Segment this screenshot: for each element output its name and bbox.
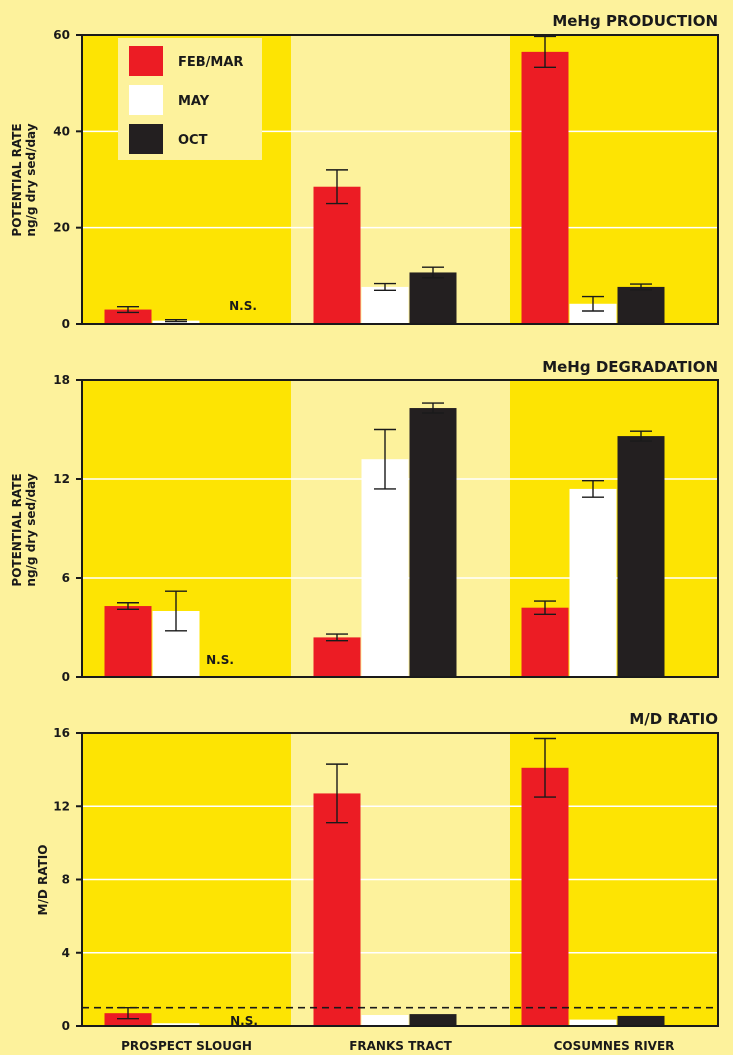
bar-oct — [617, 286, 665, 324]
bar-may — [569, 488, 617, 677]
legend-swatch-feb-mar — [129, 46, 163, 76]
y-tick-label: 6 — [62, 571, 70, 585]
error-bar — [422, 402, 444, 414]
bar-feb-mar — [313, 793, 361, 1026]
error-bar — [630, 430, 652, 442]
bar-oct — [409, 1014, 457, 1026]
error-bar — [422, 266, 444, 279]
bar-feb-mar — [313, 637, 361, 677]
error-bar — [326, 763, 348, 824]
bar-may — [569, 1019, 617, 1026]
bar-may — [152, 1023, 200, 1026]
y-axis-label: POTENTIAL RATEng/g dry sed/day — [10, 123, 38, 236]
error-bar — [534, 737, 556, 798]
y-tick-label: 0 — [62, 670, 70, 684]
error-bar — [165, 590, 187, 632]
not-significant-label: N.S. — [230, 1014, 258, 1028]
y-tick-label: 16 — [53, 726, 70, 740]
legend-label: OCT — [178, 133, 208, 148]
bar-feb-mar — [104, 309, 152, 324]
bar-feb-mar — [104, 1013, 152, 1026]
bar-may — [569, 303, 617, 324]
error-bar — [165, 318, 187, 323]
bar-feb-mar — [521, 607, 569, 677]
x-category-label: PROSPECT SLOUGH — [121, 1039, 252, 1053]
panel-3: 0 4 8 12 16 M/D RATIO M/D RATIO N.S. PROSPECT SL… — [36, 710, 719, 1053]
bar-oct — [409, 272, 457, 324]
x-category-label: COSUMNES RIVER — [554, 1039, 675, 1053]
chart-title: M/D RATIO — [629, 710, 718, 728]
y-tick-label: 18 — [53, 373, 70, 387]
error-bar — [534, 35, 556, 68]
y-tick-label: 40 — [53, 124, 70, 138]
bar-may — [361, 1015, 409, 1026]
x-category-label: FRANKS TRACT — [349, 1039, 452, 1053]
bar-feb-mar — [521, 51, 569, 324]
plot-frame — [81, 34, 719, 325]
plot-frame — [81, 379, 719, 678]
y-tick-label: 12 — [53, 799, 70, 813]
y-axis-label: M/D RATIO — [36, 845, 50, 916]
y-axis-label-line: ng/g dry sed/day — [24, 473, 38, 586]
error-bar — [117, 602, 139, 611]
bar-oct — [617, 436, 665, 677]
bar-oct — [617, 1015, 665, 1026]
error-bar — [374, 282, 396, 291]
error-bar — [582, 479, 604, 498]
y-tick-label: 8 — [62, 873, 70, 887]
y-tick-label: 60 — [53, 28, 70, 42]
error-bar — [630, 283, 652, 291]
error-bar — [117, 305, 139, 314]
error-bar — [326, 169, 348, 205]
y-tick-label: 20 — [53, 221, 70, 235]
legend: FEB/MAR MAY OCT — [118, 38, 262, 160]
bar-oct — [409, 408, 457, 677]
chart-title: MeHg DEGRADATION — [542, 358, 718, 376]
error-bar — [582, 295, 604, 312]
error-bar — [326, 633, 348, 642]
bar-may — [152, 320, 200, 324]
y-tick-label: 4 — [62, 946, 70, 960]
y-axis-label-line: POTENTIAL RATE — [10, 123, 24, 236]
not-significant-label: N.S. — [229, 299, 257, 313]
y-tick-label: 12 — [53, 472, 70, 486]
chart-title: MeHg PRODUCTION — [552, 12, 718, 30]
legend-swatch-may — [129, 85, 163, 115]
y-axis-label: POTENTIAL RATEng/g dry sed/day — [10, 473, 38, 586]
y-axis-label-line: M/D RATIO — [36, 845, 50, 916]
bar-feb-mar — [521, 767, 569, 1026]
y-axis-label-line: ng/g dry sed/day — [24, 123, 38, 236]
error-bar — [374, 428, 396, 490]
legend-label: MAY — [178, 94, 210, 109]
not-significant-label: N.S. — [206, 653, 234, 667]
panel-1: 0 20 40 60 MeHg PRODUCTION POTENTIAL RATEng/g… — [10, 12, 719, 331]
error-bar — [534, 600, 556, 615]
bar-may — [361, 459, 409, 677]
legend-label: FEB/MAR — [178, 55, 243, 70]
panel-2: 0 6 12 18 MeHg DEGRADATION POTENTIAL RATEng/g… — [10, 358, 719, 684]
legend-swatch-oct — [129, 124, 163, 154]
bar-feb-mar — [313, 186, 361, 324]
y-axis-label-line: POTENTIAL RATE — [10, 473, 24, 586]
y-tick-label: 0 — [62, 317, 70, 331]
bar-feb-mar — [104, 606, 152, 677]
y-tick-label: 0 — [62, 1019, 70, 1033]
bar-may — [361, 286, 409, 324]
